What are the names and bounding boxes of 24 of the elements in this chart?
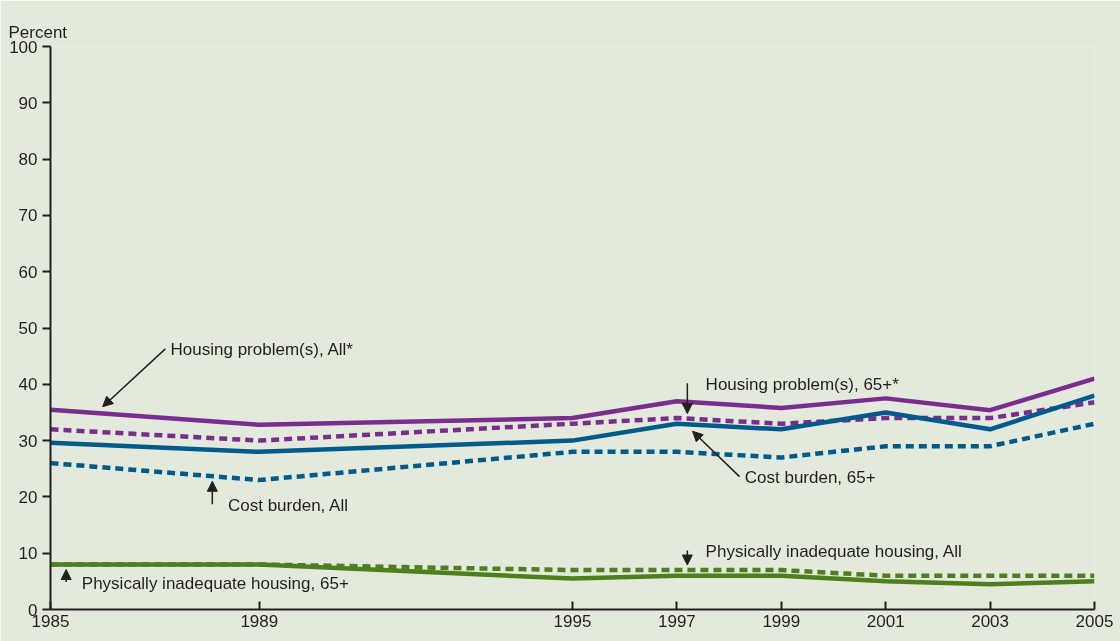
x-tick-label: 2005 <box>1075 611 1114 631</box>
x-tick-label: 2001 <box>866 611 905 631</box>
series-label: Physically inadequate housing, 65+ <box>81 573 349 593</box>
y-tick-label: 40 <box>18 375 38 395</box>
x-tick-label: 1989 <box>240 611 279 631</box>
x-tick-label: 1997 <box>657 611 696 631</box>
y-tick-label: 30 <box>18 431 38 451</box>
y-tick-label: 50 <box>18 319 38 338</box>
x-tick-label: 2003 <box>971 611 1010 631</box>
y-tick-label: 80 <box>18 150 38 170</box>
y-tick-label: 60 <box>18 262 38 282</box>
line-series <box>50 421 1095 483</box>
series-label: Cost burden, All <box>227 495 348 515</box>
text: Cost burden, 65+ <box>744 467 876 487</box>
line-series <box>50 393 1095 455</box>
y-tick-label: 90 <box>18 93 38 113</box>
y-tick-label: 10 <box>18 544 38 564</box>
series-label: Housing problem(s), 65+* <box>705 374 900 394</box>
series-label: Physically inadequate housing, All <box>705 542 962 562</box>
y-tick-label: 70 <box>18 206 38 226</box>
y-tick-label: 20 <box>18 487 38 507</box>
text: Housing problem(s), All* <box>170 339 354 359</box>
x-tick-label: 1999 <box>762 611 801 631</box>
x-tick-label: 1995 <box>553 611 592 631</box>
